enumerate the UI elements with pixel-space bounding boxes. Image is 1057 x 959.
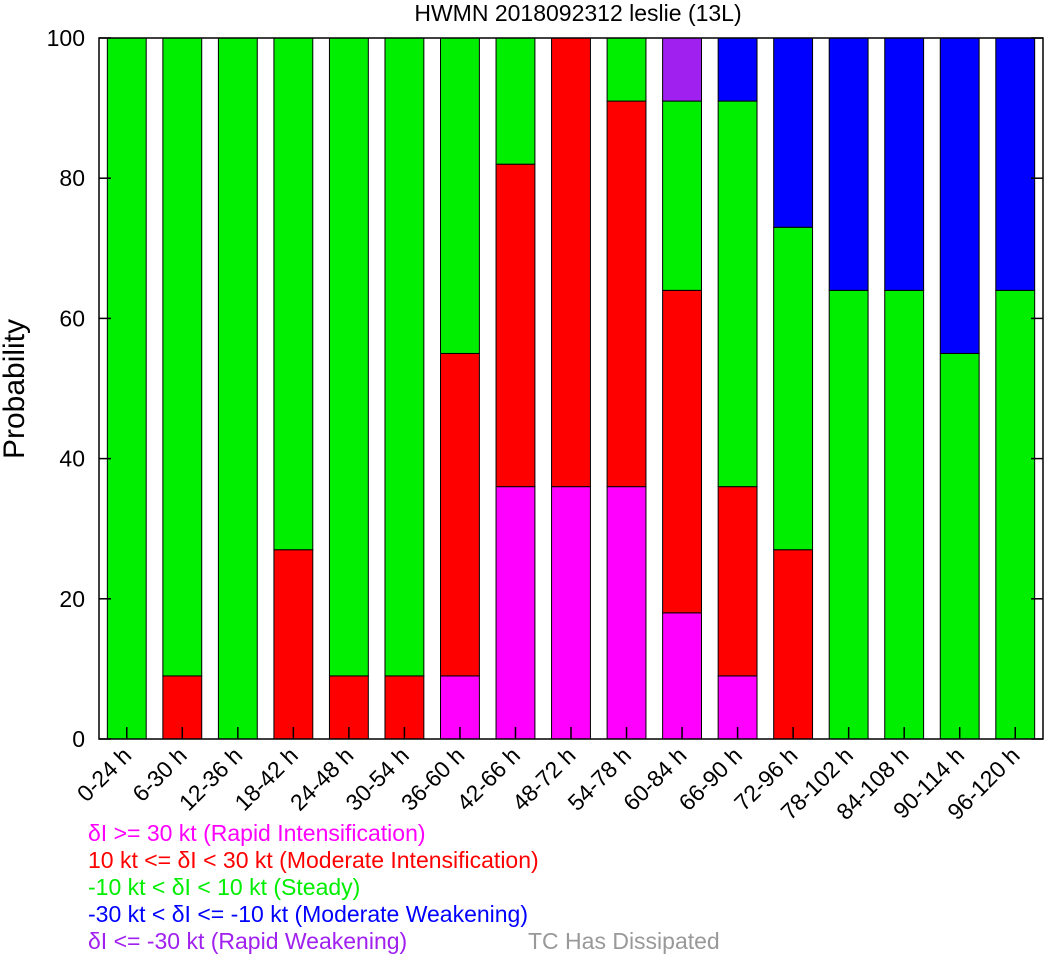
bar-steady-14: [884, 289, 925, 740]
bar-steady-9: [606, 37, 647, 102]
bar-steady-4: [328, 37, 369, 677]
bar-steady-16: [995, 289, 1036, 740]
bar-mi-6: [440, 352, 480, 677]
bar-steady-0: [106, 37, 147, 740]
y-axis-label: Probability: [0, 319, 31, 459]
legend-entry-3: -30 kt < δI <= -10 kt (Moderate Weakenin…: [88, 901, 529, 927]
bar-mw-12: [773, 37, 814, 228]
dissipated-label: TC Has Dissipated: [528, 928, 720, 954]
bar-steady-7: [495, 37, 536, 165]
y-ticks-group: 0 20 40 60 80 100: [47, 25, 1043, 752]
bar-mi-11: [717, 486, 758, 677]
bar-mi-3: [273, 549, 314, 740]
bar-steady-15: [939, 352, 980, 740]
bar-ri-9: [606, 486, 647, 740]
bar-ri-7: [495, 486, 536, 740]
y-tick-label-4: 80: [59, 165, 85, 191]
y-tick-label-3: 60: [59, 305, 85, 331]
bar-mw-16: [995, 37, 1036, 291]
bar-ri-10: [662, 612, 702, 740]
legend-entry-0: δI >= 30 kt (Rapid Intensification): [88, 820, 426, 846]
bar-steady-12: [773, 226, 814, 551]
bar-steady-1: [162, 37, 203, 677]
bar-mi-12: [773, 549, 814, 740]
x-ticks-group: 0-24 h6-30 h12-36 h18-42 h24-48 h30-54 h…: [72, 727, 1025, 825]
chart-title: HWMN 2018092312 leslie (13L): [414, 0, 741, 26]
legend-entry-4: δI <= -30 kt (Rapid Weakening): [88, 928, 408, 954]
legend-entry-1: 10 kt <= δI < 30 kt (Moderate Intensific…: [88, 847, 539, 873]
bar-steady-11: [717, 100, 758, 488]
bar-mi-7: [495, 163, 536, 488]
bar-steady-13: [828, 289, 869, 740]
bar-steady-6: [440, 37, 480, 354]
legend: δI >= 30 kt (Rapid Intensification) 10 kt…: [88, 820, 539, 955]
bar-steady-5: [384, 37, 425, 677]
bar-mw-15: [939, 37, 980, 354]
bar-mw-13: [828, 37, 869, 291]
bars-group: [106, 37, 1036, 740]
bar-steady-10: [662, 100, 702, 291]
bar-rw-10: [662, 37, 702, 102]
bar-mi-9: [606, 100, 647, 488]
legend-entry-2: -10 kt < δI < 10 kt (Steady): [88, 874, 361, 900]
bar-mw-11: [717, 37, 758, 102]
bar-steady-2: [217, 37, 258, 740]
bar-mi-8: [551, 37, 591, 488]
bar-steady-3: [273, 37, 314, 551]
y-tick-label-1: 20: [59, 586, 85, 612]
y-tick-label-0: 0: [72, 726, 85, 752]
y-tick-label-2: 40: [59, 446, 85, 472]
bar-mw-14: [884, 37, 925, 291]
y-tick-label-5: 100: [47, 25, 85, 51]
bar-ri-8: [551, 486, 591, 740]
bar-mi-10: [662, 289, 702, 614]
